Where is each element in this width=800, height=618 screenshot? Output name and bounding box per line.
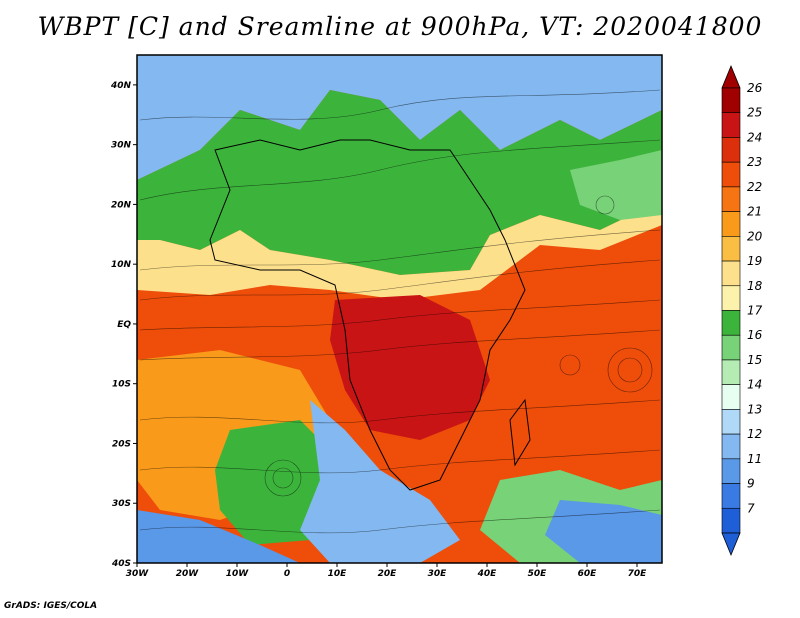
colorbar-label: 15 <box>747 353 762 367</box>
colorbar-label: 11 <box>747 452 762 466</box>
colorbar-swatch <box>721 87 741 114</box>
colorbar-swatch <box>721 112 741 138</box>
colorbar-swatch <box>721 285 741 311</box>
lon-label: 0 <box>284 569 290 579</box>
colorbar-label: 9 <box>747 477 755 491</box>
colorbar-swatch <box>721 483 741 509</box>
lat-label: EQ <box>117 320 131 330</box>
colorbar-label: 21 <box>747 205 762 219</box>
streamlines <box>139 89 661 534</box>
lon-label: 10W <box>226 569 250 579</box>
colorbar-swatch <box>721 359 741 385</box>
colorbar-label: 16 <box>747 328 763 342</box>
colorbar-swatch <box>721 409 741 435</box>
lat-label: 40N <box>110 81 132 91</box>
colorbar-label: 24 <box>747 130 762 144</box>
colorbar-label: 7 <box>747 501 755 515</box>
credit-label: GrADS: IGES/COLA <box>4 601 98 611</box>
colorbar-swatch <box>721 384 741 410</box>
field-sahel-yellow <box>137 200 662 300</box>
map-plot-area <box>137 55 662 563</box>
colorbar-label: 14 <box>747 378 762 392</box>
field-north-blue <box>137 55 662 180</box>
colorbar-swatch <box>721 507 741 534</box>
lon-label: 40E <box>477 569 498 579</box>
field-northeast-green <box>570 150 662 220</box>
lon-label: 20W <box>176 569 200 579</box>
colorbar-label: 22 <box>747 180 762 194</box>
lat-label: 20S <box>112 439 131 449</box>
colorbar-swatch <box>721 433 741 460</box>
colorbar-swatch <box>721 137 741 163</box>
colorbar-swatch <box>721 186 741 212</box>
field-central-africa-hot <box>330 295 490 440</box>
lon-label: 70E <box>628 569 648 579</box>
colorbar-label: 19 <box>747 254 762 268</box>
colorbar-swatch <box>721 458 741 484</box>
field-north-green <box>137 90 662 275</box>
lon-label: 10E <box>328 569 348 579</box>
lat-label: 20N <box>111 200 132 210</box>
colorbar-top-arrow <box>721 64 741 89</box>
colorbar-swatch <box>721 260 741 287</box>
coastlines <box>209 139 531 491</box>
colorbar-bottom-arrow <box>721 532 741 557</box>
colorbar-swatch <box>721 236 741 262</box>
colorbar-swatch <box>721 310 741 336</box>
field-south-blue <box>300 400 460 563</box>
lon-label: 50E <box>528 569 548 579</box>
colorbar-label: 13 <box>747 402 762 416</box>
colorbar-label: 18 <box>747 279 763 293</box>
colorbar-label: 17 <box>747 304 763 318</box>
lon-label: 30E <box>428 569 448 579</box>
lon-label: 30W <box>126 569 150 579</box>
colorbar-swatch <box>721 161 741 188</box>
colorbar-label: 23 <box>747 155 762 169</box>
lon-label: 20E <box>378 569 398 579</box>
lat-label: 10N <box>111 260 132 270</box>
colorbar-label: 20 <box>747 229 763 243</box>
lon-label: 60E <box>578 569 598 579</box>
colorbar-label: 12 <box>747 427 762 441</box>
colorbar-label: 26 <box>747 81 763 95</box>
chart-title: WBPT [C] and Sreamline at 900hPa, VT: 20… <box>37 12 763 41</box>
lat-label: 30N <box>111 141 132 151</box>
lat-label: 10S <box>112 380 131 390</box>
colorbar-swatch <box>721 211 741 237</box>
colorbar-label: 25 <box>747 106 762 120</box>
map-frame <box>136 54 663 564</box>
colorbar-swatch <box>721 334 741 361</box>
lat-label: 30S <box>112 499 131 509</box>
field-southwest-blue <box>137 510 300 563</box>
lat-label: 40S <box>111 559 131 569</box>
